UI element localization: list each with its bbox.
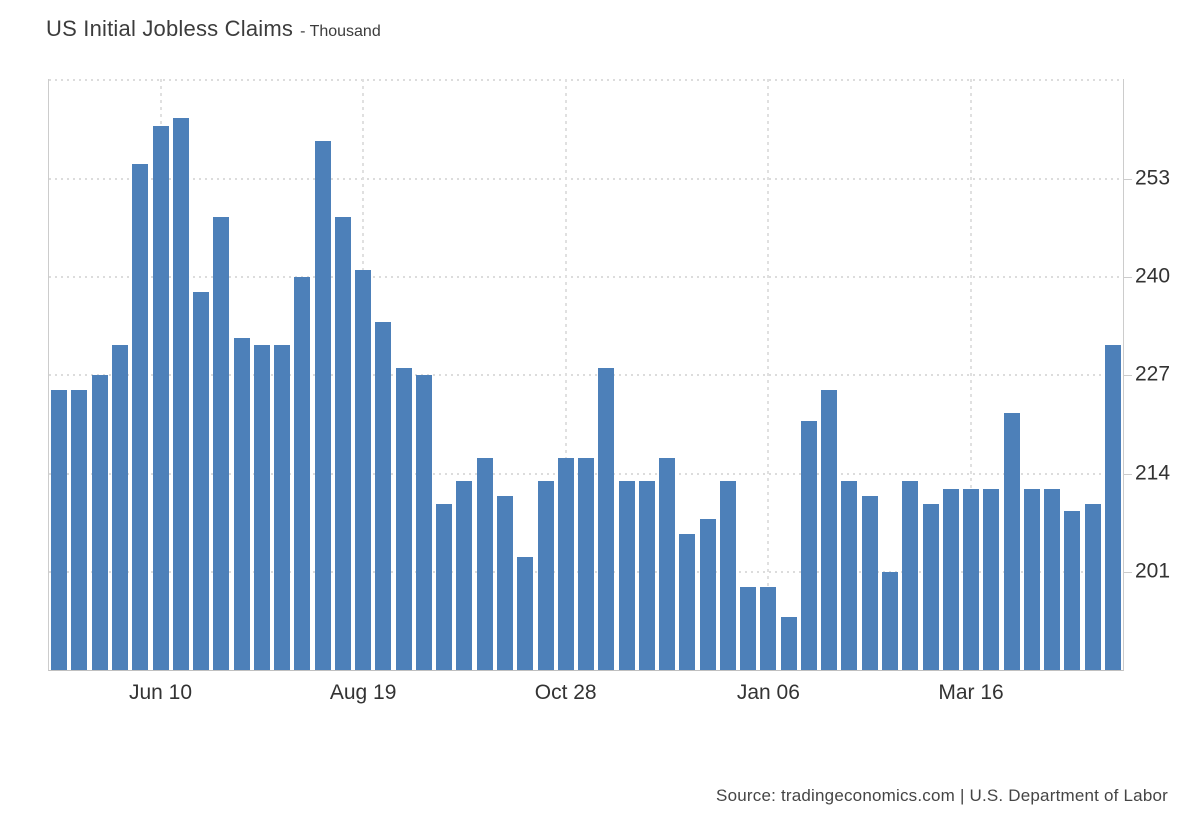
x-axis-label: Oct 28 bbox=[534, 681, 597, 704]
bar[interactable] bbox=[496, 496, 513, 670]
y-axis-tick bbox=[1123, 277, 1132, 278]
bar[interactable] bbox=[963, 488, 979, 670]
bar[interactable] bbox=[578, 458, 594, 670]
y-axis-tick bbox=[1123, 375, 1132, 377]
bar[interactable] bbox=[1023, 488, 1040, 670]
bar[interactable] bbox=[557, 458, 574, 670]
bar[interactable] bbox=[152, 125, 169, 670]
bar[interactable] bbox=[274, 345, 290, 670]
y-gridline bbox=[49, 177, 1123, 180]
bar[interactable] bbox=[719, 481, 736, 670]
bar[interactable] bbox=[882, 571, 898, 670]
bar[interactable] bbox=[294, 277, 311, 670]
bar[interactable] bbox=[456, 481, 473, 670]
bar[interactable] bbox=[679, 534, 696, 670]
bar[interactable] bbox=[436, 503, 453, 670]
y-axis-label: 214 bbox=[1135, 461, 1171, 485]
bar[interactable] bbox=[922, 503, 939, 670]
bar[interactable] bbox=[942, 488, 959, 670]
bar[interactable] bbox=[740, 586, 757, 670]
bar[interactable] bbox=[638, 481, 655, 670]
y-axis-label: 227 bbox=[1135, 362, 1171, 386]
bar[interactable] bbox=[1003, 413, 1020, 670]
bar[interactable] bbox=[1064, 511, 1081, 670]
plot-area: 253 240 227 214 201 Jun 10 Aug 19 Oct 28 Jan 06 M… bbox=[48, 79, 1170, 704]
bar[interactable] bbox=[800, 420, 817, 670]
bar[interactable] bbox=[517, 556, 534, 670]
x-gridline bbox=[767, 79, 770, 670]
bar[interactable] bbox=[861, 496, 878, 670]
y-axis-tick bbox=[1123, 571, 1132, 573]
y-axis-tick bbox=[1123, 178, 1132, 180]
bar[interactable] bbox=[780, 617, 797, 670]
x-axis-label: Aug 19 bbox=[329, 681, 397, 704]
y-axis-label: 240 bbox=[1135, 264, 1171, 288]
gridline-top bbox=[49, 79, 1123, 81]
bar[interactable] bbox=[395, 367, 412, 670]
bar[interactable] bbox=[1104, 345, 1121, 670]
bar[interactable] bbox=[334, 216, 351, 670]
bar[interactable] bbox=[193, 292, 209, 670]
x-axis-label: Mar 16 bbox=[938, 681, 1004, 704]
bar[interactable] bbox=[821, 390, 838, 670]
bar[interactable] bbox=[233, 337, 250, 670]
bar[interactable] bbox=[699, 518, 716, 670]
bar[interactable] bbox=[355, 269, 372, 670]
bar[interactable] bbox=[902, 481, 919, 670]
page-title: US Initial Jobless Claims bbox=[46, 16, 294, 41]
x-axis-label: Jun 10 bbox=[128, 681, 193, 704]
bar[interactable] bbox=[476, 458, 493, 670]
bar[interactable] bbox=[253, 345, 270, 670]
bar[interactable] bbox=[213, 216, 230, 670]
bar[interactable] bbox=[314, 141, 331, 670]
bar[interactable] bbox=[415, 375, 432, 670]
bar[interactable] bbox=[1044, 488, 1061, 670]
y-gridline bbox=[49, 374, 1123, 377]
bar[interactable] bbox=[51, 390, 68, 670]
bar[interactable] bbox=[659, 458, 676, 670]
bar[interactable] bbox=[983, 488, 1000, 670]
bar[interactable] bbox=[1084, 503, 1101, 670]
bar[interactable] bbox=[111, 345, 128, 670]
y-axis-tick bbox=[1123, 473, 1132, 475]
y-axis-label: 253 bbox=[1135, 166, 1171, 190]
bar[interactable] bbox=[132, 163, 149, 670]
chart-subtitle: - Thousand bbox=[300, 23, 381, 40]
bar[interactable] bbox=[91, 375, 108, 670]
bar[interactable] bbox=[760, 586, 777, 670]
bar[interactable] bbox=[172, 118, 189, 670]
bar[interactable] bbox=[537, 481, 554, 670]
bar[interactable] bbox=[71, 390, 88, 670]
bar[interactable] bbox=[618, 481, 635, 670]
bar[interactable] bbox=[375, 322, 392, 670]
chart-header: US Initial Jobless Claims - Thousand bbox=[46, 16, 381, 42]
y-gridline bbox=[49, 276, 1123, 278]
bar[interactable] bbox=[598, 367, 615, 670]
y-axis-label: 201 bbox=[1135, 559, 1171, 583]
source-attribution: Source: tradingeconomics.com | U.S. Depa… bbox=[716, 786, 1168, 805]
x-axis-label: Jan 06 bbox=[736, 681, 800, 704]
bar[interactable] bbox=[841, 481, 858, 670]
